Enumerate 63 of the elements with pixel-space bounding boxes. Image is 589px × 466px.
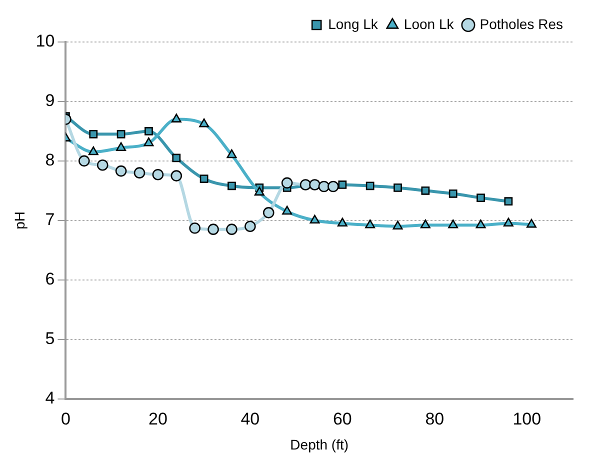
y-tick-label: 4 [45,388,55,408]
point [526,218,536,228]
point [89,130,98,138]
point [244,220,256,232]
legend-label: Potholes Res [480,16,564,32]
legend-label: Loon Lk [404,16,455,32]
point [144,137,154,146]
point [392,220,403,230]
point [172,154,181,162]
point [448,189,458,198]
point [262,207,274,218]
point [328,180,339,192]
point [116,142,126,151]
point [504,197,513,206]
point [282,206,292,215]
point [228,182,236,190]
x-tick-label: 100 [512,410,542,429]
point [337,218,348,227]
point [365,220,376,228]
point [189,222,200,234]
point [420,220,430,228]
point [208,224,219,235]
point [318,180,330,192]
point [366,182,374,190]
point [152,168,164,180]
y-tick-label: 6 [45,270,55,289]
y-tick-label: 5 [45,329,55,348]
point [96,159,108,171]
point [116,130,126,138]
x-tick-label: 80 [425,410,444,429]
point [281,177,293,189]
legend-label: Long Lk [328,16,379,32]
y-tick-label: 10 [36,32,55,51]
point [394,184,402,192]
point [226,149,237,158]
point [310,214,320,224]
x-tick-label: 20 [148,410,168,429]
point [170,170,182,182]
point [503,218,514,227]
y-axis-title: pH [11,211,28,230]
point [88,146,98,156]
point [199,118,210,128]
point [171,114,182,122]
x-tick-label: 40 [240,410,260,429]
x-tick-label: 0 [60,410,70,429]
y-tick-label: 7 [45,210,55,230]
point [200,174,208,183]
x-axis-title: Depth (ft) [290,436,349,452]
point [338,180,347,189]
x-tick-label: 60 [332,410,352,429]
point [476,220,486,228]
point [78,155,90,167]
y-tick-label: 9 [45,91,55,110]
point [476,194,485,202]
point [144,127,153,136]
point [421,186,430,195]
point [300,179,312,190]
point [115,165,127,177]
point [448,220,458,228]
point [254,186,264,196]
y-tick-label: 8 [45,150,55,170]
point [226,224,238,235]
point [134,167,146,178]
